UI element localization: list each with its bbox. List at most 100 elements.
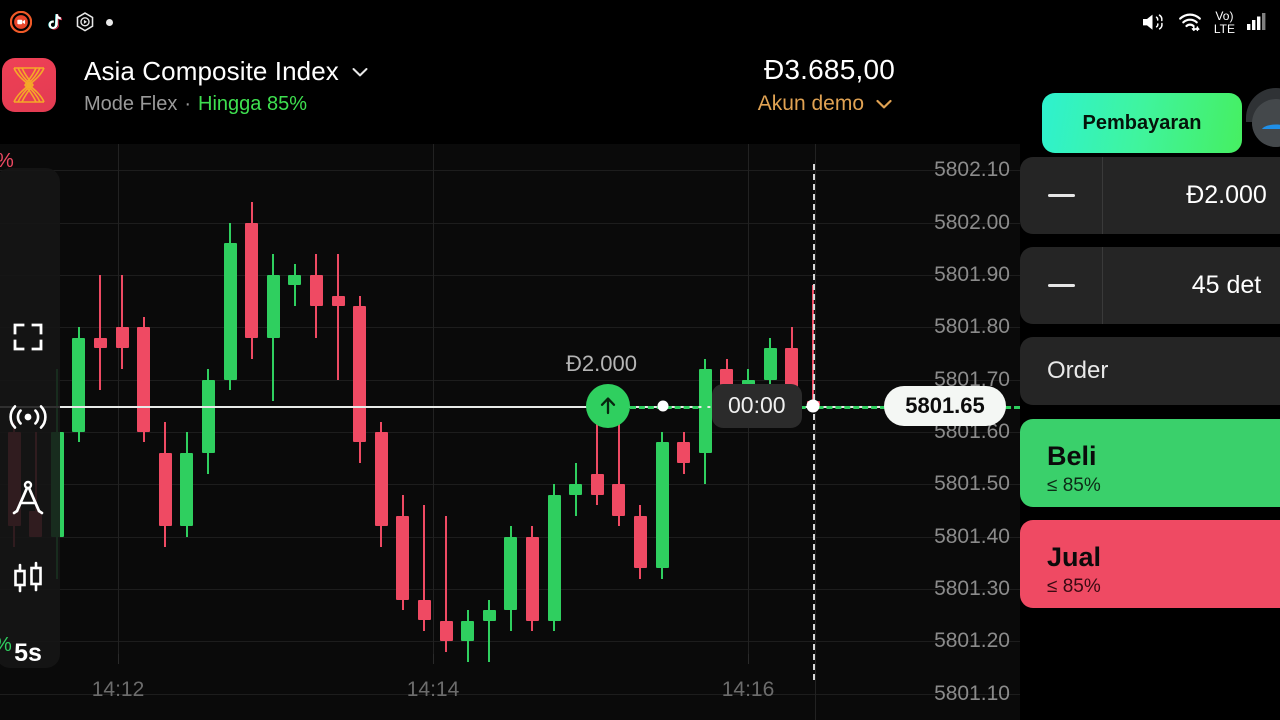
candle-body — [633, 515, 647, 569]
candle-body — [547, 494, 561, 621]
gridline-horizontal — [0, 641, 1020, 643]
volte-lte-icon: Vo) LTE — [1214, 10, 1235, 35]
amount-stepper[interactable]: Đ2.000 — [1020, 157, 1280, 234]
candle — [698, 358, 712, 485]
drawing-compass-icon[interactable] — [6, 479, 50, 517]
asset-selector[interactable]: Asia Composite Index — [84, 56, 371, 87]
countdown-timer: 00:00 — [712, 383, 802, 428]
buy-payout: ≤ 85% — [1047, 474, 1101, 496]
candle-body — [461, 620, 475, 642]
avatar[interactable] — [1252, 99, 1280, 147]
candle-body — [266, 274, 280, 338]
current-candle-marker-line — [813, 164, 816, 680]
asset-title-block: Asia Composite Index Mode Flex · Hingga … — [84, 56, 371, 116]
volte-label: Vo) — [1215, 8, 1234, 23]
candle-wick — [596, 400, 599, 506]
gridline-horizontal — [0, 379, 1020, 381]
order-amount-label: Đ2.000 — [566, 350, 637, 376]
candle — [763, 337, 777, 422]
candle-body — [439, 620, 453, 642]
gridline-horizontal — [0, 432, 1020, 433]
candle-wick — [769, 337, 771, 422]
candle — [288, 264, 302, 307]
trade-panel[interactable]: Đ2.000 45 det Order Beli ≤ 85% Jual ≤ 85… — [1020, 144, 1280, 720]
duration-decrease-button[interactable] — [1020, 247, 1102, 324]
amount-decrease-button[interactable] — [1020, 157, 1102, 234]
status-bar-left-icons — [10, 11, 113, 33]
candle — [677, 432, 691, 474]
sell-payout: ≤ 85% — [1047, 575, 1101, 597]
candle — [180, 432, 194, 537]
candle-body — [374, 431, 388, 527]
sell-button[interactable]: Jual ≤ 85% — [1020, 520, 1280, 608]
balance-amount: Đ3.685,00 — [763, 54, 895, 85]
divider — [1102, 157, 1103, 234]
arrow-up-icon — [600, 397, 616, 414]
account-selector[interactable]: Akun demo — [758, 92, 895, 116]
candle — [353, 295, 367, 464]
gridline-horizontal — [0, 222, 1020, 224]
gridline-horizontal — [0, 693, 1020, 695]
candle — [201, 369, 215, 474]
asset-subtitle: Mode Flex · Hingga 85% — [84, 93, 371, 116]
candle — [309, 253, 323, 338]
candle-body — [417, 599, 431, 621]
fullscreen-icon[interactable] — [6, 318, 50, 356]
candle-body — [331, 295, 345, 307]
chart-toolbar[interactable]: 5s — [0, 168, 60, 668]
dot-icon — [106, 18, 113, 26]
buy-button[interactable]: Beli ≤ 85% — [1020, 419, 1280, 507]
account-type-label: Akun demo — [757, 92, 864, 115]
wifi-icon — [1178, 13, 1201, 32]
mute-icon — [1142, 14, 1163, 30]
lte-label: LTE — [1213, 21, 1235, 36]
candle-body — [590, 473, 604, 495]
edge-percent-bottom: % — [0, 634, 12, 657]
price-chart[interactable]: Đ2.000 00:00 — [0, 144, 1020, 720]
candle-wick — [423, 505, 426, 631]
chevron-down-icon — [876, 99, 892, 109]
candle — [72, 327, 86, 443]
order-type-row[interactable]: Order — [1020, 337, 1280, 405]
candle — [525, 526, 539, 631]
candle-body — [698, 369, 712, 453]
candle-body — [677, 442, 691, 464]
candle-body — [763, 348, 777, 380]
timeframe-selector[interactable]: 5s — [14, 639, 42, 667]
order-direction-marker[interactable] — [586, 383, 630, 428]
gridline-horizontal — [0, 484, 1020, 486]
time-tick-mark — [748, 654, 749, 664]
candle-body — [137, 327, 151, 432]
duration-stepper[interactable]: 45 det — [1020, 247, 1280, 324]
candle — [612, 411, 626, 527]
gridline-horizontal — [0, 274, 1020, 276]
minus-icon — [1047, 194, 1075, 197]
screen-recorder-icon — [10, 11, 32, 33]
candle-body — [180, 452, 194, 527]
candle — [223, 222, 237, 391]
candlestick-icon[interactable] — [6, 559, 50, 597]
amount-value: Đ2.000 — [1186, 181, 1267, 209]
candle-body — [525, 536, 539, 621]
candle-body — [353, 306, 367, 443]
time-tick-label: 14:14 — [406, 678, 460, 701]
candle — [374, 421, 388, 548]
candle — [461, 610, 475, 663]
candle — [504, 526, 518, 631]
candle-body — [482, 610, 496, 621]
candle — [569, 463, 583, 516]
time-tick-mark — [118, 654, 119, 664]
candle — [331, 253, 345, 380]
candle-wick — [121, 274, 123, 370]
candle-body — [223, 243, 237, 380]
candle-body — [158, 452, 172, 527]
candle — [417, 505, 431, 631]
time-tick-mark — [433, 654, 434, 664]
duration-value: 45 det — [1191, 271, 1262, 299]
payment-button[interactable]: Pembayaran — [1042, 93, 1242, 153]
hexagon-play-icon — [76, 12, 94, 32]
candle-body — [72, 337, 86, 432]
signal-broadcast-icon[interactable] — [6, 398, 50, 436]
gridline-horizontal — [0, 327, 1020, 329]
candle — [158, 421, 172, 548]
